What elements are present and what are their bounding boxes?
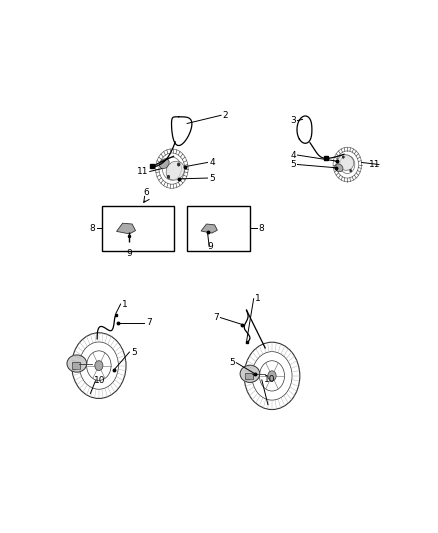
Circle shape — [268, 371, 276, 381]
Bar — [245, 373, 253, 379]
Text: 11: 11 — [369, 160, 381, 169]
Ellipse shape — [159, 159, 169, 168]
Text: 11: 11 — [137, 167, 148, 176]
Circle shape — [350, 169, 352, 172]
Text: 5: 5 — [229, 358, 235, 367]
Polygon shape — [201, 224, 217, 233]
Ellipse shape — [338, 155, 354, 171]
Ellipse shape — [335, 164, 343, 172]
Text: 10: 10 — [94, 376, 105, 385]
Text: 8: 8 — [89, 224, 95, 232]
Text: 1: 1 — [255, 294, 261, 303]
Ellipse shape — [166, 161, 184, 180]
Circle shape — [342, 156, 344, 158]
Text: 6: 6 — [144, 188, 149, 197]
Text: 5: 5 — [290, 160, 296, 169]
Circle shape — [177, 163, 180, 166]
Text: 9: 9 — [127, 248, 132, 257]
Text: 8: 8 — [258, 224, 264, 232]
Circle shape — [167, 175, 170, 179]
Text: 7: 7 — [213, 313, 219, 322]
Ellipse shape — [67, 355, 87, 372]
Text: 5: 5 — [209, 174, 215, 183]
Text: 2: 2 — [223, 111, 228, 120]
Ellipse shape — [240, 365, 260, 383]
Text: 3: 3 — [290, 116, 296, 125]
Text: 9: 9 — [208, 242, 213, 251]
Bar — [102, 206, 173, 251]
Text: 7: 7 — [146, 318, 152, 327]
Bar — [187, 206, 250, 251]
Text: 5: 5 — [131, 348, 137, 357]
Bar — [72, 362, 80, 369]
Text: 1: 1 — [122, 300, 128, 309]
Text: 4: 4 — [290, 150, 296, 159]
Text: 10: 10 — [264, 375, 275, 384]
Text: 4: 4 — [209, 158, 215, 167]
Circle shape — [95, 361, 103, 370]
Polygon shape — [117, 223, 135, 234]
